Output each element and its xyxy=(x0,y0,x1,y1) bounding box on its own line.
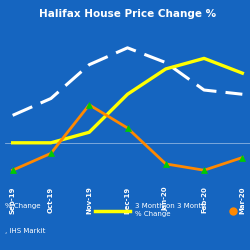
Text: , IHS Markit: , IHS Markit xyxy=(5,228,46,234)
Title: Halifax House Price Change %: Halifax House Price Change % xyxy=(39,9,216,19)
Text: % Change: % Change xyxy=(5,203,41,209)
Text: 3 Month on 3 Month
% Change: 3 Month on 3 Month % Change xyxy=(135,203,206,216)
